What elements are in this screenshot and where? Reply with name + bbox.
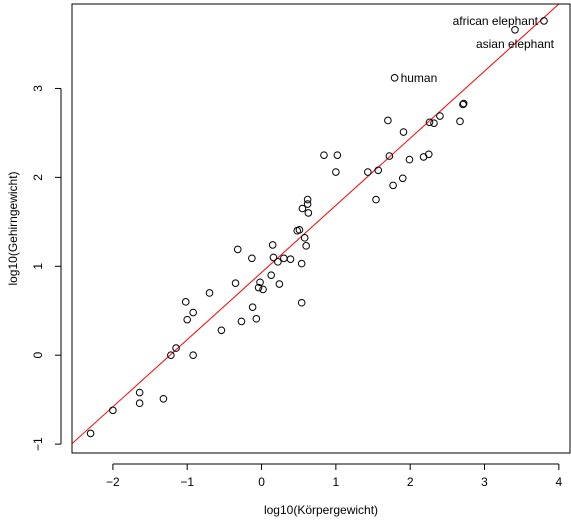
data-point — [159, 394, 168, 403]
data-point — [459, 100, 467, 109]
data-point — [390, 73, 399, 82]
data-point — [300, 234, 309, 242]
data-point — [297, 259, 306, 268]
data-point — [374, 166, 383, 175]
axes-layer: −2 −1 0 1 2 3 4 −1 0 1 2 3 — [31, 85, 562, 489]
data-point — [280, 254, 288, 263]
data-point — [286, 255, 295, 263]
y-tick-label: 1 — [31, 263, 45, 270]
data-point — [430, 119, 438, 127]
data-point — [540, 17, 548, 25]
data-point — [332, 168, 340, 176]
x-tick-label: 2 — [407, 475, 414, 489]
data-point — [86, 429, 95, 438]
regression-line — [72, 4, 560, 445]
x-tick-label: −2 — [106, 475, 120, 489]
data-point — [398, 174, 407, 183]
data-point — [181, 298, 190, 306]
x-tick-label: 4 — [556, 475, 563, 489]
data-point — [302, 242, 310, 250]
data-point — [372, 195, 380, 204]
regression-line-layer — [72, 4, 560, 445]
y-tick-label: 0 — [31, 352, 45, 359]
plot-frame — [71, 3, 571, 454]
data-point — [320, 151, 328, 159]
data-point — [135, 388, 144, 397]
data-point — [237, 317, 246, 326]
x-tick-label: 0 — [258, 475, 265, 489]
data-point — [333, 151, 342, 159]
data-point — [268, 241, 277, 249]
point-annotation: african elephant — [453, 14, 539, 28]
data-point — [511, 25, 519, 34]
data-point — [399, 128, 408, 136]
data-point — [297, 298, 306, 307]
data-point — [269, 253, 278, 262]
data-point — [385, 152, 394, 160]
data-point — [295, 226, 304, 234]
data-point — [254, 283, 263, 292]
data-point — [364, 168, 372, 176]
y-tick-label: 3 — [31, 85, 45, 92]
data-point — [256, 278, 264, 287]
data-point — [436, 112, 444, 120]
data-point — [425, 118, 434, 127]
x-axis-label: log10(Körpergewicht) — [264, 503, 378, 517]
data-point — [274, 258, 282, 266]
data-point — [233, 245, 242, 254]
data-point — [248, 254, 256, 263]
data-point — [183, 315, 192, 324]
data-point — [275, 280, 284, 288]
data-point — [172, 344, 180, 352]
data-point — [135, 399, 144, 408]
data-point — [231, 279, 240, 287]
data-point — [459, 99, 468, 108]
data-point — [217, 326, 226, 335]
data-point — [167, 351, 175, 359]
x-tick-label: 3 — [481, 475, 488, 489]
data-point — [405, 155, 414, 164]
data-point — [384, 116, 392, 125]
data-point — [248, 303, 257, 311]
data-point — [424, 150, 433, 159]
data-point — [389, 181, 397, 190]
annotations-layer: african elephant asian elephant human — [401, 14, 555, 85]
data-point — [205, 289, 214, 297]
data-point — [304, 209, 313, 217]
data-point — [252, 314, 261, 323]
data-point — [303, 200, 312, 208]
point-annotation: asian elephant — [476, 37, 555, 51]
y-tick-label: −1 — [31, 437, 45, 451]
data-point — [109, 406, 117, 415]
data-point — [298, 204, 307, 213]
x-tick-label: 1 — [333, 475, 340, 489]
data-point — [303, 195, 312, 204]
point-annotation: human — [401, 71, 438, 85]
data-point — [189, 351, 197, 359]
y-tick-label: 2 — [31, 174, 45, 181]
data-points-layer — [86, 17, 548, 438]
data-point — [267, 271, 276, 279]
y-axis-label: log10(Gehirngewicht) — [6, 171, 20, 285]
data-point — [189, 308, 197, 317]
x-tick-label: −1 — [180, 475, 194, 489]
data-point — [456, 117, 464, 126]
data-point — [259, 285, 267, 294]
